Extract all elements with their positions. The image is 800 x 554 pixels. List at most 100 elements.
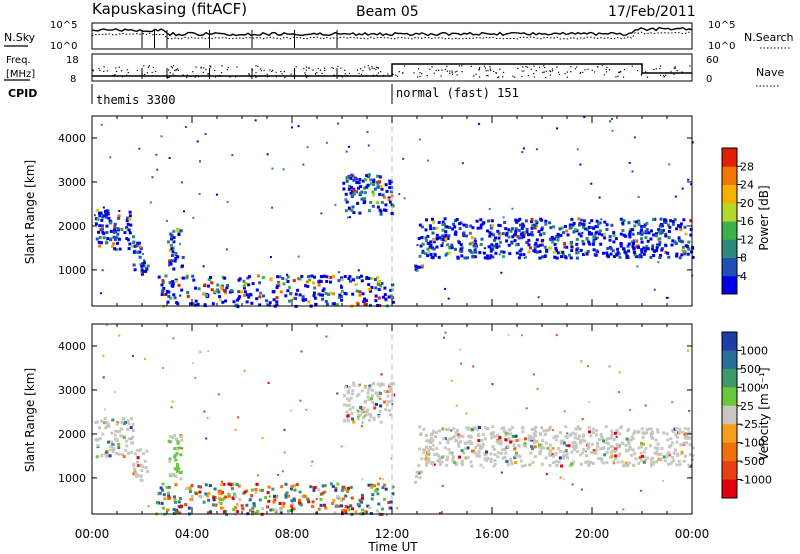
echo-cell xyxy=(669,219,673,223)
nave-dot xyxy=(369,69,371,71)
echo-cell xyxy=(600,233,604,237)
echo-cell xyxy=(105,209,109,213)
echo-cell xyxy=(188,490,192,494)
nave-dot xyxy=(319,69,322,71)
echo-cell xyxy=(177,505,181,509)
echo-cell xyxy=(268,495,271,498)
nave-dot xyxy=(458,65,460,67)
echo-cell xyxy=(437,454,441,458)
echo-cell xyxy=(366,183,370,187)
echo-cell xyxy=(626,428,630,432)
echo-cell xyxy=(563,225,567,228)
nave-dot xyxy=(438,69,440,71)
echo-cell xyxy=(312,281,316,285)
echo-cell xyxy=(474,248,477,250)
nave-dot xyxy=(190,75,192,77)
echo-cell xyxy=(109,445,113,448)
echo-cell xyxy=(594,452,598,455)
echo-cell xyxy=(363,410,366,413)
nave-dot xyxy=(255,65,257,67)
nave-dot xyxy=(456,74,458,76)
echo-cell xyxy=(658,256,662,260)
noise-right-label: N.Search xyxy=(744,31,794,44)
echo-cell xyxy=(420,225,424,229)
velocity-colorbar-tick: -500 xyxy=(740,455,765,468)
nave-dot xyxy=(660,65,662,67)
echo-cell xyxy=(415,474,419,478)
echo-cell xyxy=(612,240,616,244)
nave-dot xyxy=(673,67,675,69)
echo-cell xyxy=(608,238,612,242)
echo-cell xyxy=(160,293,164,296)
echo-cell xyxy=(432,226,436,230)
echo-cell xyxy=(606,447,610,451)
echo-cell xyxy=(501,232,505,236)
echo-cell xyxy=(530,231,534,234)
nave-dot xyxy=(248,73,250,75)
echo-cell xyxy=(471,241,475,245)
echo-cell xyxy=(370,400,374,404)
echo-cell xyxy=(172,229,176,233)
echo-cell xyxy=(429,227,433,231)
echo-cell xyxy=(540,426,544,430)
echo-cell xyxy=(659,231,663,235)
echo-cell xyxy=(181,276,185,280)
echo-cell xyxy=(307,275,311,278)
nave-dot xyxy=(200,66,202,68)
echo-cell xyxy=(357,269,360,272)
echo-cell xyxy=(138,250,142,254)
echo-cell xyxy=(304,284,308,288)
echo-cell xyxy=(372,402,376,406)
echo-cell xyxy=(384,297,388,301)
velocity-colorbar-swatch xyxy=(722,350,737,370)
echo-cell xyxy=(571,441,575,445)
echo-cell xyxy=(595,433,598,437)
echo-cell xyxy=(498,253,501,256)
echo-cell xyxy=(582,433,586,437)
echo-cell xyxy=(475,454,479,458)
echo-cell xyxy=(486,457,490,461)
nave-dot xyxy=(473,75,475,77)
echo-cell xyxy=(122,417,126,421)
echo-cell xyxy=(336,495,339,499)
echo-cell xyxy=(97,230,101,234)
nave-dot xyxy=(522,66,524,68)
nave-dot xyxy=(269,69,271,71)
echo-cell xyxy=(345,150,348,153)
echo-cell xyxy=(524,444,527,448)
echo-cell xyxy=(165,485,169,489)
echo-cell xyxy=(363,178,367,182)
nave-dot xyxy=(284,76,286,79)
echo-cell xyxy=(105,240,109,244)
nave-dot xyxy=(435,69,437,72)
echo-cell xyxy=(385,513,388,516)
echo-cell xyxy=(168,248,172,252)
nave-dot xyxy=(605,68,607,70)
echo-cell xyxy=(363,297,366,301)
nave-dot xyxy=(255,72,257,74)
nave-dot xyxy=(312,69,314,71)
echo-cell xyxy=(354,283,358,286)
echo-cell xyxy=(313,486,317,489)
velocity-scatter xyxy=(94,324,695,517)
echo-cell xyxy=(274,495,278,499)
echo-cell xyxy=(317,283,321,287)
echo-cell xyxy=(509,432,513,436)
echo-cell xyxy=(498,224,502,228)
echo-cell xyxy=(278,275,282,279)
echo-cell xyxy=(515,439,519,443)
echo-cell xyxy=(562,450,566,454)
echo-cell xyxy=(687,463,691,467)
nave-dot xyxy=(574,68,576,70)
nave-dot xyxy=(556,66,558,68)
echo-cell xyxy=(414,268,417,271)
echo-cell xyxy=(645,247,649,251)
echo-cell xyxy=(689,219,693,223)
echo-cell xyxy=(589,461,593,465)
echo-cell xyxy=(275,296,279,300)
echo-cell xyxy=(194,377,197,379)
echo-cell xyxy=(495,245,499,249)
echo-cell xyxy=(674,195,677,198)
nave-dot xyxy=(339,75,341,77)
echo-cell xyxy=(170,259,174,263)
